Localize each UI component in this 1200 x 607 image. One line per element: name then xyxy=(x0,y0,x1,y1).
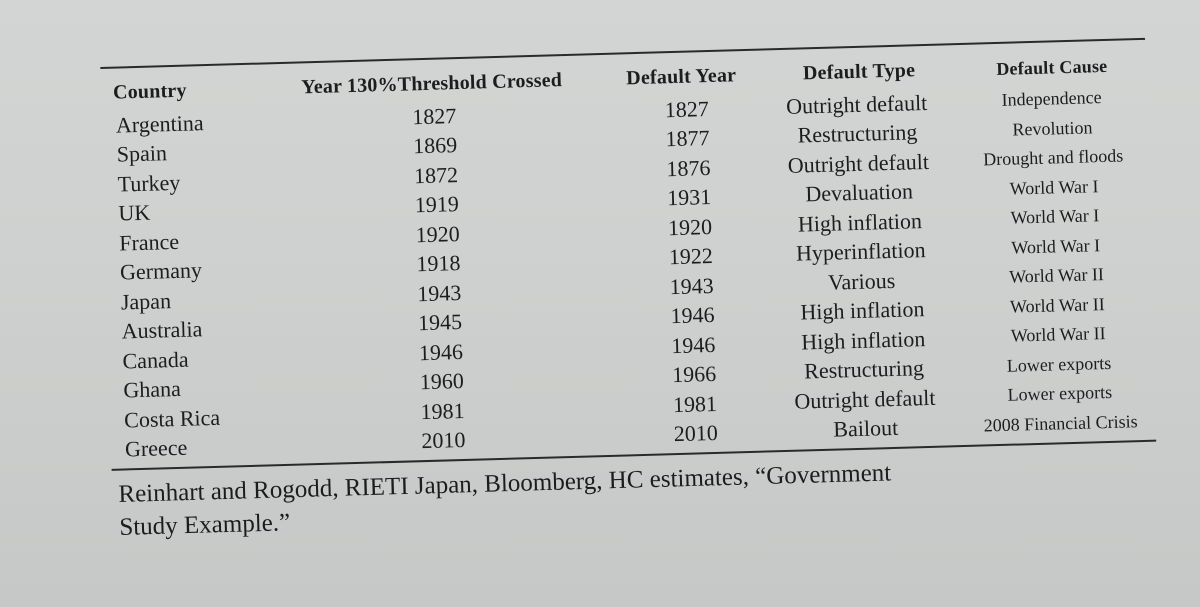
cell-country: Germany xyxy=(119,257,203,285)
cell-default-type: Restructuring xyxy=(797,119,918,148)
cell-default-cause: 2008 Financial Crisis xyxy=(983,410,1138,436)
cell-default-type: Outright default xyxy=(794,384,936,414)
default-history-table: Country Year 130%Threshold Crossed Defau… xyxy=(100,26,1157,471)
cell-default-type: Hyperinflation xyxy=(795,237,926,266)
cell-default-cause: Lower exports xyxy=(1007,382,1113,406)
cell-country: Australia xyxy=(121,316,203,344)
cell-default-cause: World War I xyxy=(1009,175,1099,199)
cell-country: UK xyxy=(118,199,151,226)
cell-country: France xyxy=(118,228,180,256)
cell-default-type: Outright default xyxy=(785,89,928,119)
cell-default-year: 2010 xyxy=(673,420,719,447)
cell-default-year: 1966 xyxy=(671,361,717,388)
cell-default-cause: World War I xyxy=(1011,234,1101,258)
cell-default-type: High inflation xyxy=(800,325,926,355)
cell-country: Spain xyxy=(116,140,168,167)
cell-default-year: 1943 xyxy=(669,272,715,299)
cell-default-cause: World War I xyxy=(1010,205,1100,228)
header-threshold-year: Year 130%Threshold Crossed xyxy=(301,69,563,99)
cell-default-type: Restructuring xyxy=(803,355,925,384)
cell-default-year: 1981 xyxy=(672,390,718,417)
cell-default-type: Devaluation xyxy=(805,178,914,207)
cell-country: Japan xyxy=(120,287,172,315)
cell-default-type: Bailout xyxy=(833,415,899,442)
cell-default-cause: Independence xyxy=(1001,87,1102,111)
cell-default-year: 1946 xyxy=(670,302,715,329)
cell-default-year: 1922 xyxy=(668,243,714,270)
cell-default-year: 1931 xyxy=(666,184,712,211)
cell-default-cause: World War II xyxy=(1008,264,1105,287)
cell-default-type: Various xyxy=(827,267,896,295)
cell-default-year: 1920 xyxy=(667,213,713,240)
cell-default-type: Outright default xyxy=(787,148,930,178)
header-default-type: Default Type xyxy=(802,59,916,85)
cell-country: Ghana xyxy=(123,376,182,403)
cell-country: Turkey xyxy=(117,169,181,197)
cell-default-cause: Drought and floods xyxy=(982,145,1124,170)
table-body: Argentina 1827 1827 Outright default Indepen… xyxy=(102,82,1156,465)
header-country: Country xyxy=(112,79,187,104)
cell-default-year: 1827 xyxy=(664,95,710,122)
cell-default-year: 1876 xyxy=(666,154,711,181)
cell-country: Argentina xyxy=(115,109,204,138)
cell-country: Costa Rica xyxy=(123,404,221,433)
cell-default-type: High inflation xyxy=(797,207,923,237)
cell-default-year: 1946 xyxy=(670,331,716,358)
cell-default-year: 1877 xyxy=(665,125,710,152)
cell-default-cause: Revolution xyxy=(1012,117,1093,140)
cell-default-cause: World War II xyxy=(1010,323,1106,346)
cell-default-type: High inflation xyxy=(800,296,925,325)
cell-country: Greece xyxy=(124,434,188,462)
cell-default-cause: World War II xyxy=(1009,293,1105,317)
cell-country: Canada xyxy=(122,346,189,374)
header-default-cause: Default Cause xyxy=(995,55,1108,79)
cell-default-cause: Lower exports xyxy=(1006,352,1112,376)
header-default-year: Default Year xyxy=(625,64,737,90)
